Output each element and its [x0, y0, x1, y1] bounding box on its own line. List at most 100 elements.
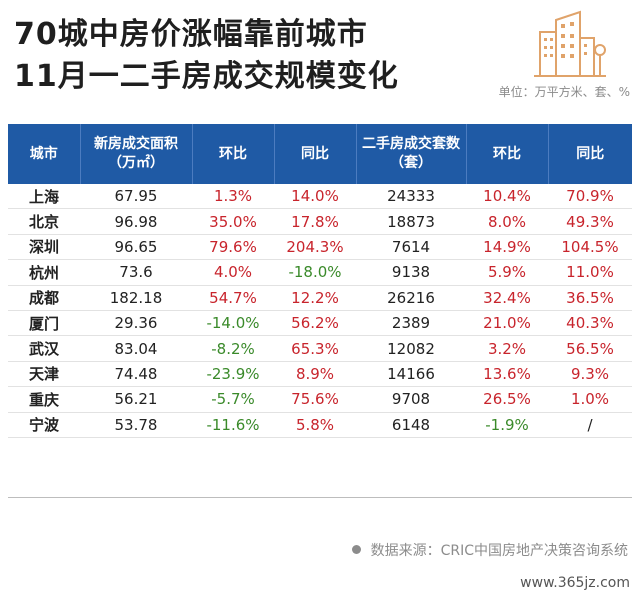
column-header: 城市: [8, 124, 81, 184]
source-note: 数据来源：CRIC中国房地产决策咨询系统: [351, 540, 628, 560]
source-text: 数据来源：CRIC中国房地产决策咨询系统: [370, 543, 628, 559]
cell-city: 重庆: [8, 386, 80, 413]
cell-new-area: 56.21: [80, 386, 192, 413]
cell-new-yoy: 14.0%: [274, 184, 356, 210]
cell-resale-yoy: 70.9%: [548, 184, 632, 210]
cell-new-area: 73.6: [80, 259, 192, 286]
cell-new-area: 182.18: [80, 285, 192, 311]
cell-city: 成都: [8, 285, 80, 311]
cell-resale-yoy: 1.0%: [548, 386, 632, 413]
cell-new-mom: 4.0%: [192, 259, 274, 286]
cell-city: 天津: [8, 361, 80, 388]
cell-new-mom: -5.7%: [192, 386, 274, 413]
cell-resale-units: 7614: [356, 234, 466, 261]
table-row: 北京 96.98 35.0% 17.8% 18873 8.0% 49.3%: [8, 208, 632, 235]
cell-new-area: 83.04: [80, 335, 192, 362]
cell-new-area: 96.98: [80, 208, 192, 235]
cell-new-yoy: 5.8%: [274, 412, 356, 438]
cell-city: 厦门: [8, 310, 80, 337]
cell-resale-mom: 10.4%: [466, 184, 548, 210]
column-header: 环比: [192, 124, 275, 184]
column-header: 环比: [466, 124, 549, 184]
watermark: www.365jz.com: [520, 575, 630, 591]
cell-resale-yoy: 36.5%: [548, 285, 632, 311]
cell-resale-yoy: 40.3%: [548, 310, 632, 337]
cell-resale-units: 9138: [356, 259, 466, 286]
cell-resale-units: 24333: [356, 184, 466, 210]
cell-new-area: 96.65: [80, 234, 192, 261]
cell-new-yoy: 56.2%: [274, 310, 356, 337]
cell-new-mom: 54.7%: [192, 285, 274, 311]
bullet-dot-icon: [351, 545, 361, 554]
cell-resale-yoy: /: [548, 412, 632, 438]
unit-note: 单位：万平方米、套、%: [498, 85, 630, 99]
cell-resale-mom: 21.0%: [466, 310, 548, 337]
cell-resale-yoy: 11.0%: [548, 259, 632, 286]
cell-resale-units: 14166: [356, 361, 466, 388]
cell-new-mom: -14.0%: [192, 310, 274, 337]
cell-city: 北京: [8, 208, 80, 235]
cell-new-area: 53.78: [80, 412, 192, 438]
table-row: 武汉 83.04 -8.2% 65.3% 12082 3.2% 56.5%: [8, 335, 632, 362]
column-header: 同比: [548, 124, 632, 184]
title-line-1: 70城中房价涨幅靠前城市: [14, 17, 368, 52]
cell-resale-mom: 32.4%: [466, 285, 548, 311]
cell-resale-units: 9708: [356, 386, 466, 413]
cell-new-mom: -8.2%: [192, 335, 274, 362]
title-line-2: 11月一二手房成交规模变化: [14, 59, 399, 94]
cell-resale-yoy: 49.3%: [548, 208, 632, 235]
table-body: 上海 67.95 1.3% 14.0% 24333 10.4% 70.9% 北京 96.98 35…: [8, 184, 632, 438]
cell-resale-mom: 26.5%: [466, 386, 548, 413]
table-row: 上海 67.95 1.3% 14.0% 24333 10.4% 70.9%: [8, 184, 632, 210]
cell-new-yoy: -18.0%: [274, 259, 356, 286]
table-row: 杭州 73.6 4.0% -18.0% 9138 5.9% 11.0%: [8, 259, 632, 286]
divider: [8, 497, 632, 498]
table-row: 深圳 96.65 79.6% 204.3% 7614 14.9% 104.5%: [8, 234, 632, 261]
cell-city: 武汉: [8, 335, 80, 362]
cell-resale-mom: 8.0%: [466, 208, 548, 235]
table-row: 天津 74.48 -23.9% 8.9% 14166 13.6% 9.3%: [8, 361, 632, 388]
cell-new-mom: -23.9%: [192, 361, 274, 388]
cell-new-yoy: 8.9%: [274, 361, 356, 388]
cell-new-area: 29.36: [80, 310, 192, 337]
cell-resale-mom: -1.9%: [466, 412, 548, 438]
cell-city: 深圳: [8, 234, 80, 261]
cell-resale-mom: 13.6%: [466, 361, 548, 388]
cell-resale-units: 12082: [356, 335, 466, 362]
table-row: 成都 182.18 54.7% 12.2% 26216 32.4% 36.5%: [8, 285, 632, 311]
cell-new-area: 74.48: [80, 361, 192, 388]
cell-resale-units: 26216: [356, 285, 466, 311]
cell-resale-units: 2389: [356, 310, 466, 337]
cell-new-yoy: 17.8%: [274, 208, 356, 235]
table-row: 重庆 56.21 -5.7% 75.6% 9708 26.5% 1.0%: [8, 386, 632, 413]
cell-new-yoy: 75.6%: [274, 386, 356, 413]
cell-new-mom: 1.3%: [192, 184, 274, 210]
column-header: 二手房成交套数（套）: [356, 124, 467, 184]
data-table: 城市 新房成交面积（万㎡） 环比 同比 二手房成交套数（套） 环比 同比 上海 6…: [8, 124, 632, 438]
column-header: 同比: [274, 124, 357, 184]
cell-resale-mom: 5.9%: [466, 259, 548, 286]
table-row: 厦门 29.36 -14.0% 56.2% 2389 21.0% 40.3%: [8, 310, 632, 337]
cell-city: 宁波: [8, 412, 80, 438]
building-icon: [534, 10, 606, 77]
cell-new-yoy: 65.3%: [274, 335, 356, 362]
cell-city: 上海: [8, 184, 80, 210]
cell-resale-mom: 3.2%: [466, 335, 548, 362]
table-header-row: 城市 新房成交面积（万㎡） 环比 同比 二手房成交套数（套） 环比 同比: [8, 124, 632, 184]
cell-new-yoy: 12.2%: [274, 285, 356, 311]
cell-resale-yoy: 104.5%: [548, 234, 632, 261]
column-header: 新房成交面积（万㎡）: [80, 124, 193, 184]
cell-new-mom: -11.6%: [192, 412, 274, 438]
cell-resale-yoy: 56.5%: [548, 335, 632, 362]
cell-new-yoy: 204.3%: [274, 234, 356, 261]
cell-resale-units: 18873: [356, 208, 466, 235]
cell-resale-yoy: 9.3%: [548, 361, 632, 388]
cell-new-mom: 35.0%: [192, 208, 274, 235]
cell-new-mom: 79.6%: [192, 234, 274, 261]
cell-city: 杭州: [8, 259, 80, 286]
cell-resale-mom: 14.9%: [466, 234, 548, 261]
cell-resale-units: 6148: [356, 412, 466, 438]
cell-new-area: 67.95: [80, 184, 192, 210]
table-row: 宁波 53.78 -11.6% 5.8% 6148 -1.9% /: [8, 412, 632, 438]
page-title: 70城中房价涨幅靠前城市 11月一二手房成交规模变化: [14, 14, 454, 98]
